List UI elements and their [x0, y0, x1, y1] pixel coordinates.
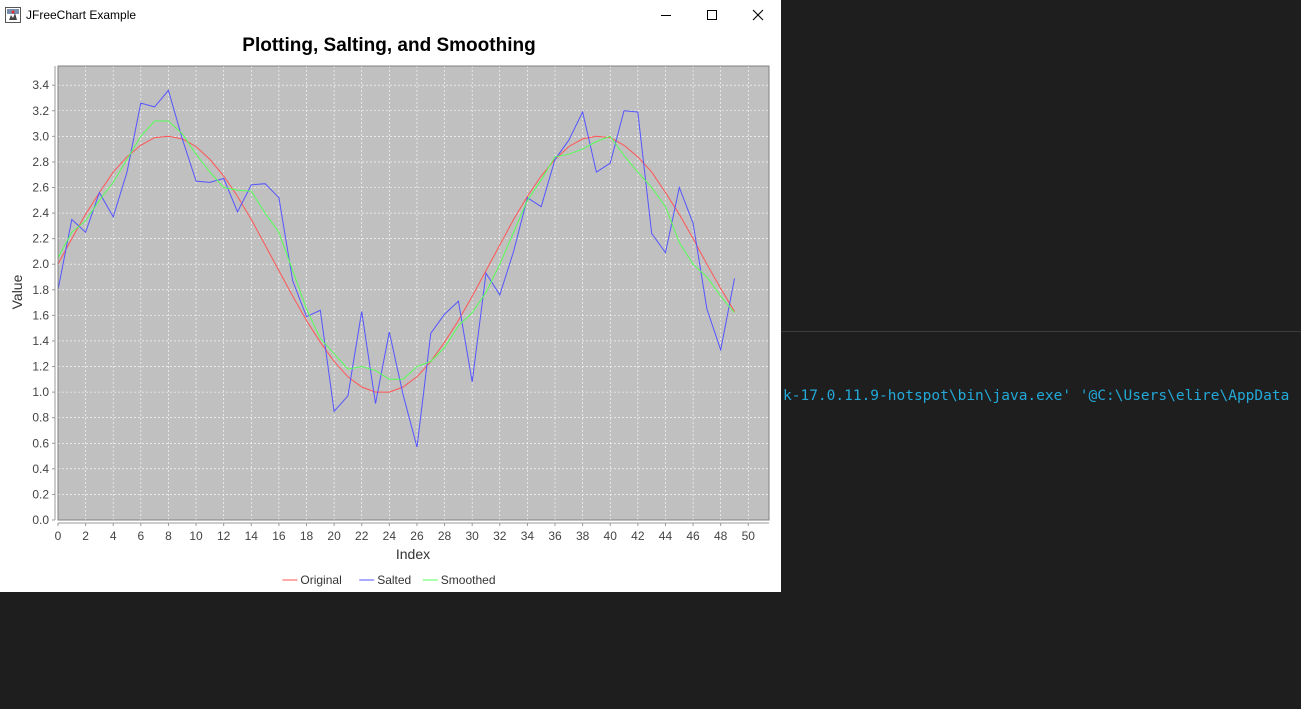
- x-tick-label: 46: [686, 529, 700, 543]
- chart-title: Plotting, Salting, and Smoothing: [242, 35, 535, 56]
- y-tick-label: 1.6: [32, 308, 49, 322]
- y-tick-label: 0.6: [32, 436, 49, 450]
- y-tick-label: 2.0: [32, 257, 49, 271]
- close-button[interactable]: [735, 0, 781, 30]
- y-tick-label: 2.4: [32, 206, 49, 220]
- x-tick-label: 18: [300, 529, 314, 543]
- x-tick-label: 8: [165, 529, 172, 543]
- series-line-original: [57, 135, 735, 393]
- x-tick-label: 40: [604, 529, 618, 543]
- series-line-salted: [57, 89, 735, 448]
- x-tick-label: 0: [55, 529, 62, 543]
- legend-item-original: Original: [300, 573, 341, 587]
- y-tick-label: 1.0: [32, 385, 49, 399]
- legend-item-salted: Salted: [377, 573, 411, 587]
- y-tick-label: 0.8: [32, 411, 49, 425]
- y-tick-label: 0.4: [32, 462, 49, 476]
- terminal-output-line: k-17.0.11.9-hotspot\bin\java.exe' '@C:\U…: [783, 388, 1290, 404]
- x-tick-label: 14: [245, 529, 259, 543]
- minimize-icon: [661, 15, 671, 16]
- y-tick-label: 1.4: [32, 334, 49, 348]
- y-tick-label: 2.2: [32, 232, 49, 246]
- x-axis: 0 2 4 6 8 10 12 14 16 18 20 22 24 26 28 30 32 34 36 38 40 42 4…: [55, 522, 769, 543]
- y-tick-label: 2.6: [32, 180, 49, 194]
- chart-panel: Plotting, Salting, and Smoothing 0 2 4 6 8 10…: [9, 35, 770, 587]
- x-tick-label: 32: [493, 529, 507, 543]
- x-axis-label: Index: [396, 546, 430, 562]
- y-tick-label: 3.4: [32, 78, 49, 92]
- series-line-smoothed: [57, 120, 735, 380]
- series-lines: [57, 89, 735, 448]
- maximize-button[interactable]: [689, 0, 735, 30]
- jfreechart-window: JFreeChart Example Plotting, Salting, an…: [0, 0, 781, 592]
- plot-border: [57, 65, 770, 521]
- y-tick-label: 2.8: [32, 155, 49, 169]
- x-tick-label: 6: [137, 529, 144, 543]
- x-tick-label: 42: [631, 529, 645, 543]
- x-tick-label: 20: [327, 529, 341, 543]
- x-tick-label: 16: [272, 529, 286, 543]
- y-tick-label: 3.0: [32, 129, 49, 143]
- x-tick-label: 28: [438, 529, 452, 543]
- x-tick-label: 2: [82, 529, 89, 543]
- y-tick-label: 0.2: [32, 487, 49, 501]
- legend-item-smoothed: Smoothed: [441, 573, 496, 587]
- y-tick-label: 3.2: [32, 104, 49, 118]
- chart-legend: Original Salted Smoothed: [282, 573, 496, 587]
- x-tick-label: 12: [217, 529, 231, 543]
- window-titlebar[interactable]: JFreeChart Example: [0, 0, 781, 30]
- x-tick-label: 50: [742, 529, 756, 543]
- x-tick-label: 4: [110, 529, 117, 543]
- x-tick-label: 24: [383, 529, 397, 543]
- terminal-divider: [781, 331, 1301, 332]
- java-app-icon: [5, 7, 21, 23]
- y-tick-label: 1.8: [32, 283, 49, 297]
- x-tick-label: 48: [714, 529, 728, 543]
- x-tick-label: 44: [659, 529, 673, 543]
- minimize-button[interactable]: [643, 0, 689, 30]
- y-tick-label: 0.0: [32, 513, 49, 527]
- x-tick-label: 26: [410, 529, 424, 543]
- x-tick-label: 30: [465, 529, 479, 543]
- y-axis: 0.0 0.2 0.4 0.6 0.8 1.0 1.2 1.4 1.6 1.8 2.0 2.2 2.4 2…: [32, 66, 56, 527]
- x-tick-label: 34: [521, 529, 535, 543]
- window-title: JFreeChart Example: [26, 8, 137, 22]
- x-tick-label: 36: [548, 529, 562, 543]
- x-tick-label: 10: [189, 529, 203, 543]
- x-tick-label: 38: [576, 529, 590, 543]
- close-icon: [752, 9, 764, 21]
- y-tick-label: 1.2: [32, 360, 49, 374]
- plot-area: [58, 66, 769, 520]
- maximize-icon: [707, 10, 717, 20]
- y-axis-label: Value: [9, 274, 25, 309]
- x-tick-label: 22: [355, 529, 369, 543]
